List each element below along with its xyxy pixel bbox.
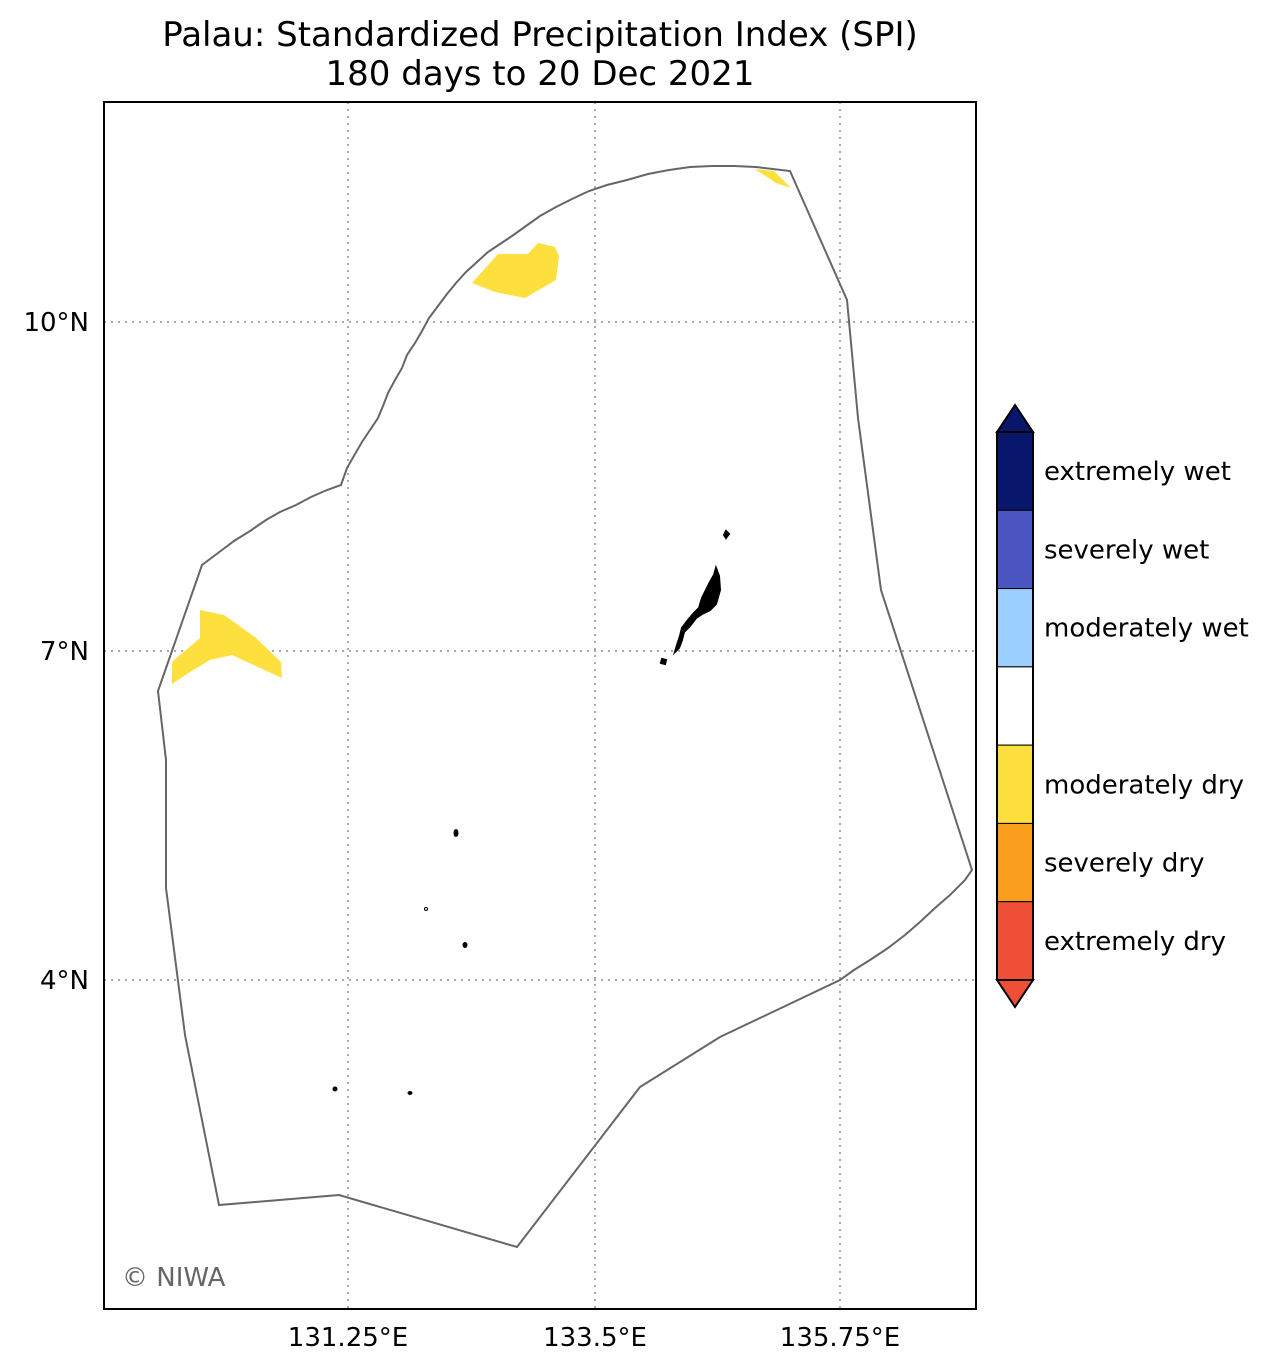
niwa-credit: © NIWA [122,1263,226,1293]
eez-boundary [156,165,974,1249]
colorbar-labels: extremely wet severely wet moderately wet m… [1044,457,1249,957]
spi-colorbar: extremely wet severely wet moderately wet m… [995,403,1249,1009]
colorbar-cell [996,666,1034,746]
colorbar-cell [996,431,1034,511]
colorbar-label: moderately wet [1044,614,1249,644]
dry-patch-northeast [755,169,791,188]
colorbar-label: severely dry [1044,849,1205,879]
y-tick-label: 4°N [40,966,89,996]
palau-islands [332,529,731,1095]
babeldaob-island [672,564,722,656]
colorbar-cell [996,744,1034,824]
x-tick-labels: 131.25°E 133.5°E 135.75°E [288,1323,900,1353]
dry-patch-north [472,243,559,298]
y-tick-label: 10°N [23,308,89,338]
colorbar-extend-bottom-arrow [995,979,1035,1009]
tobi-island [407,1091,413,1095]
kayangel-island [722,529,731,540]
x-tick-label: 133.5°E [543,1323,647,1353]
colorbar-cells [996,431,1034,981]
colorbar-label: extremely wet [1044,457,1231,487]
map-background [104,102,976,1309]
sonsorol-island [453,829,459,837]
fanna-island [424,907,428,911]
colorbar-cell [996,509,1034,590]
merir-island [332,1086,338,1092]
graticule [104,102,976,1309]
colorbar-label: severely wet [1044,535,1209,565]
y-tick-label: 7°N [40,637,89,667]
angaur-island [659,657,668,666]
x-tick-label: 135.75°E [780,1323,900,1353]
pulo-anna-island [462,942,468,948]
map-panel: © NIWA [103,101,977,1310]
x-tick-label: 131.25°E [288,1323,408,1353]
dry-patch-west [172,610,282,684]
colorbar-label: extremely dry [1044,927,1226,957]
colorbar-cell [996,901,1034,981]
map-subtitle: 180 days to 20 Dec 2021 [326,54,755,94]
map-title: Palau: Standardized Precipitation Index … [162,15,918,55]
colorbar-extend-top-arrow [995,403,1035,433]
map-frame [103,101,977,1310]
colorbar-cell [996,822,1034,903]
colorbar-label: moderately dry [1044,770,1244,800]
y-tick-labels: 10°N 7°N 4°N [23,308,89,996]
colorbar-cell [996,588,1034,668]
moderately-dry-areas [172,169,791,684]
